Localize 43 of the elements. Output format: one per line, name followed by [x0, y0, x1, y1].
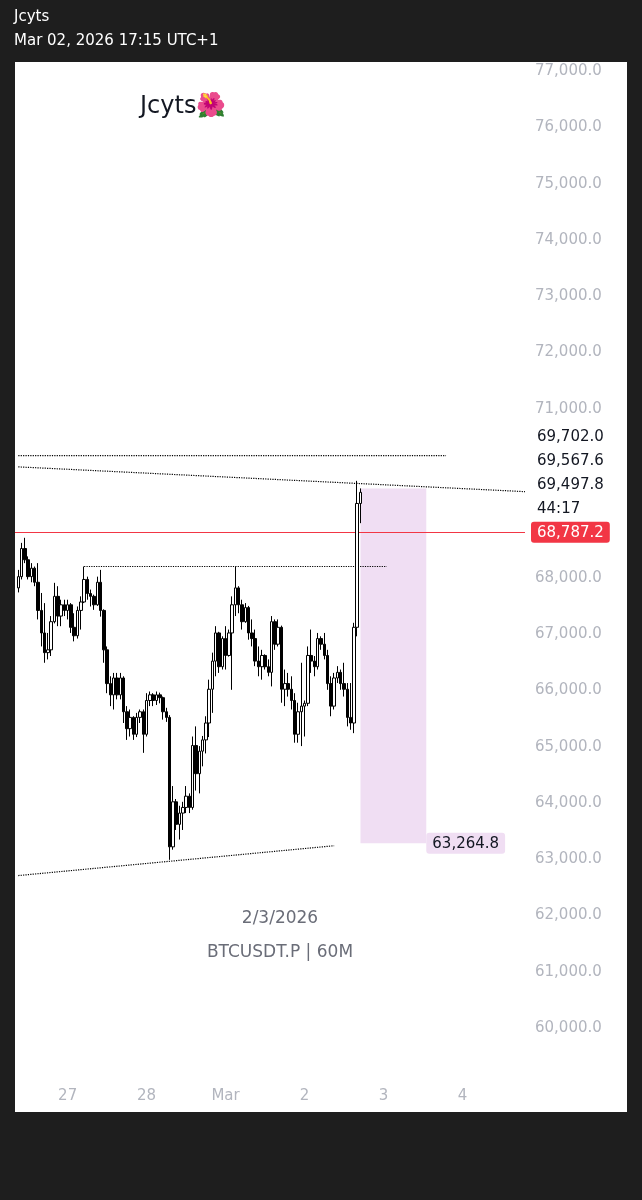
candlestick — [260, 649, 264, 681]
y-tick-label: 72,000.0 — [535, 342, 602, 361]
y-tick-label: 76,000.0 — [535, 117, 602, 136]
y-tick-label: 63,000.0 — [535, 849, 602, 868]
candlestick — [300, 662, 303, 747]
candlestick — [161, 696, 165, 721]
text: 69,702.0 — [537, 427, 604, 446]
x-tick-label: 28 — [137, 1085, 157, 1104]
y-tick-label: 73,000.0 — [535, 286, 602, 305]
y-tick-label: 66,000.0 — [535, 680, 602, 699]
y-tick-label: 68,000.0 — [535, 567, 602, 586]
y-tick-label: 60,000.0 — [535, 1018, 602, 1036]
candlestick — [56, 585, 60, 627]
candlestick — [155, 690, 158, 706]
text: 44:17 — [537, 499, 581, 518]
text: 69,497.8 — [537, 475, 604, 494]
ref-line-label: 68,787.2 — [537, 523, 604, 542]
text: Jcyts🌺 — [138, 91, 227, 119]
y-tick-label: 65,000.0 — [535, 736, 602, 755]
candlestick — [224, 625, 227, 671]
y-tick-label: 64,000.0 — [535, 792, 602, 811]
candlestick — [135, 712, 138, 738]
candlestick — [112, 672, 115, 710]
candlestick — [270, 615, 273, 687]
band-label: 63,264.8 — [432, 834, 500, 853]
annotation: 2/3/2026 — [241, 907, 319, 927]
x-tick-label: 3 — [378, 1085, 389, 1104]
y-tick-label: 61,000.0 — [535, 961, 602, 980]
x-tick-label: 4 — [457, 1085, 468, 1104]
text: 69,567.6 — [537, 451, 604, 470]
annotation: BTCUSDT.P | 60M — [206, 941, 354, 961]
x-tick-label: Mar — [211, 1085, 241, 1104]
x-tick-label: 27 — [58, 1085, 78, 1104]
y-tick-label: 62,000.0 — [535, 905, 602, 924]
y-tick-label: 67,000.0 — [535, 623, 602, 642]
y-tick-label: 74,000.0 — [535, 229, 602, 248]
candlestick — [128, 709, 132, 738]
x-tick-label: 2 — [299, 1085, 310, 1104]
y-tick-label: 75,000.0 — [535, 173, 602, 192]
y-tick-label: 77,000.0 — [535, 61, 602, 79]
chart-subtitle: Jcyts Mar 02, 2026 17:15 UTC+1 — [0, 0, 235, 58]
candlestick — [151, 692, 155, 707]
y-tick-label: 71,000.0 — [535, 398, 602, 417]
